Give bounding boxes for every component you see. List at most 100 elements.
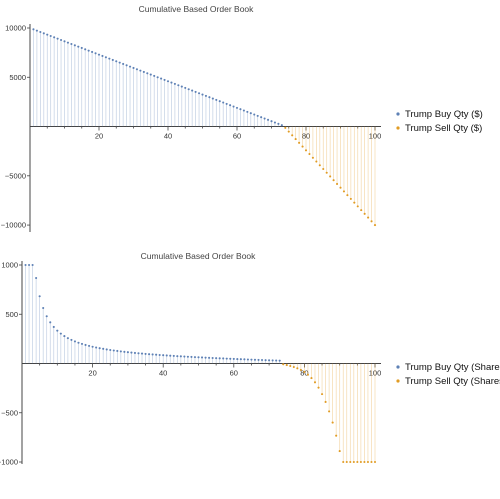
data-point [331,421,334,424]
data-point [73,340,76,343]
data-point [278,359,281,362]
x-tick-label: 40 [159,369,167,378]
data-point [84,343,87,347]
data-point [104,56,107,59]
data-point [144,352,147,355]
data-point [260,116,263,119]
data-point [180,85,183,88]
data-point [208,356,211,359]
data-point [313,381,317,384]
data-point [268,359,271,362]
x-tick-label: 60 [230,369,238,378]
data-point [366,460,369,464]
legend-marker [396,112,400,116]
data-point [126,351,129,354]
data-point [77,341,80,344]
buy-series [24,263,281,364]
x-tick-label: 40 [164,132,172,141]
data-point [97,53,101,56]
data-point [151,353,154,356]
data-point [322,167,325,171]
data-point [176,355,179,358]
data-point [370,460,373,464]
data-point [118,61,121,64]
data-point [235,106,239,109]
legend-marker [396,379,400,383]
data-point [66,337,69,340]
data-point [299,368,302,372]
sell-series [282,363,377,464]
data-point [102,347,105,350]
data-point [139,69,142,72]
data-point [193,356,197,359]
data-point [306,373,309,376]
data-point [257,358,260,361]
data-point [49,34,52,38]
x-tick-label: 20 [95,132,103,141]
data-point [133,351,137,354]
data-point [256,114,259,117]
data-point [349,197,352,200]
data-point [66,41,69,44]
data-point [184,86,187,89]
data-point [156,76,159,79]
chart-title: Cumulative Based Order Book [139,4,255,14]
data-point [187,88,190,91]
data-point [275,359,278,362]
data-point [73,44,76,47]
data-point [112,349,115,352]
data-point [63,40,66,43]
data-point [31,263,34,267]
data-point [95,346,98,349]
data-point [28,263,31,267]
x-tick-label: 100 [369,132,382,141]
data-point [163,78,166,81]
data-point [285,364,288,367]
y-tick-label: 500 [5,310,18,319]
data-point [60,38,63,42]
y-tick-label: 10000 [5,24,26,33]
data-point [162,354,165,357]
y-tick-label: −500 [1,408,18,417]
data-point [38,295,41,298]
data-point [284,126,287,129]
buy-series [32,28,283,127]
data-point [63,335,66,338]
data-point [177,84,180,87]
data-point [315,160,318,163]
data-point [218,100,221,103]
data-point [172,354,175,357]
data-point [204,94,207,97]
data-point [45,315,48,318]
data-point [39,30,42,34]
data-point [56,329,59,332]
data-point [359,460,362,464]
data-point [318,164,321,167]
chart-panel-1: Cumulative Based Order Book 20 40 60 80 100 −1… [1,4,483,232]
chart-title: Cumulative Based Order Book [141,251,257,261]
data-point [310,377,313,380]
data-point [267,118,270,121]
data-point [329,175,332,178]
data-point [373,460,377,464]
data-point [236,358,239,361]
data-point [291,134,294,137]
data-point [42,306,45,310]
data-point [70,338,73,341]
data-point [132,66,135,70]
data-point [271,359,274,362]
data-point [135,68,138,71]
x-tick-label: 60 [233,132,241,141]
data-point [165,354,168,357]
data-point [56,37,59,40]
data-point [360,209,363,212]
data-point [173,82,176,85]
data-point [273,121,277,124]
data-point [179,355,182,358]
data-point [218,357,221,360]
data-point [242,109,245,112]
data-point [280,124,283,127]
data-point [211,356,214,360]
data-point [287,130,290,133]
data-point [246,358,249,361]
